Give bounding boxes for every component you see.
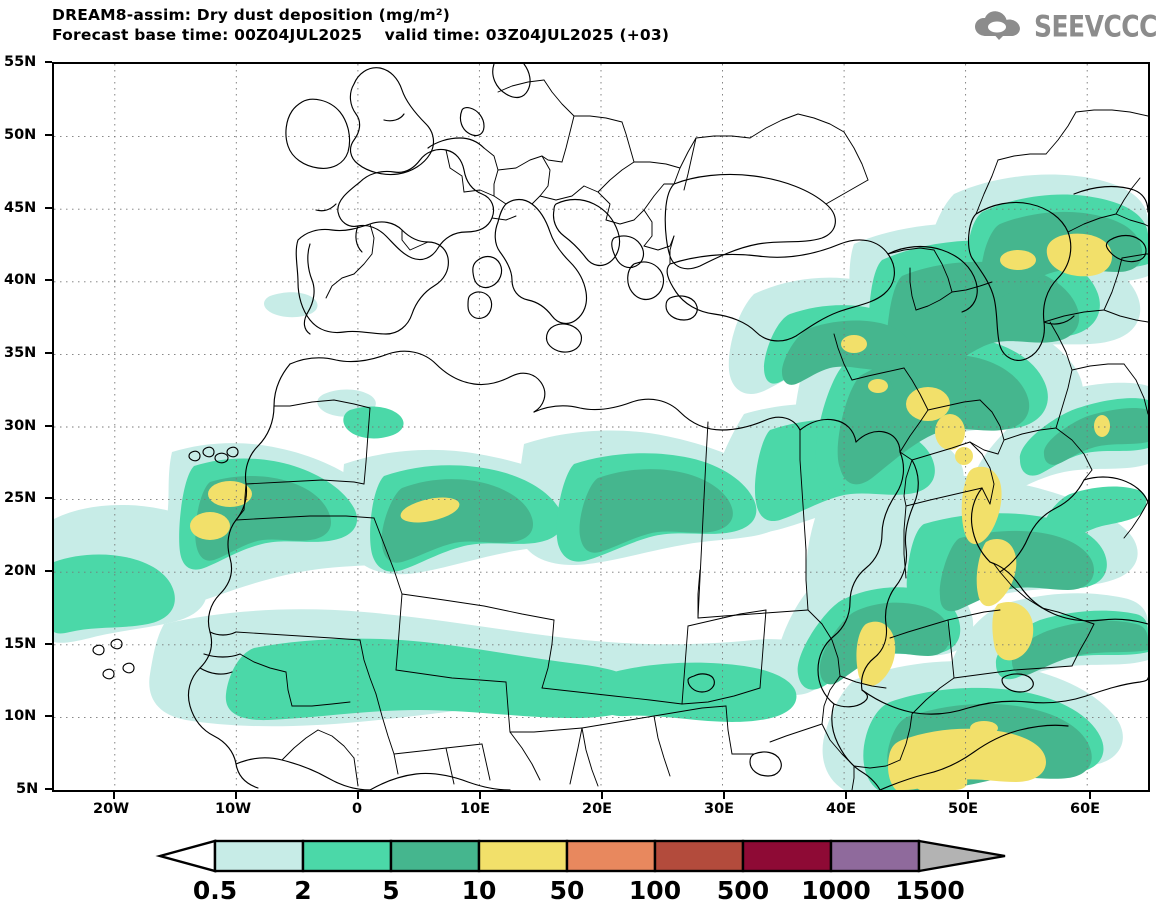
colorbar-tick-2: 2 bbox=[294, 876, 312, 905]
lon-label-20W: 20W bbox=[93, 801, 130, 817]
colorbar-band-5-10 bbox=[389, 839, 481, 873]
lat-label-45N: 45N bbox=[4, 200, 37, 216]
lat-tick-55N bbox=[45, 61, 52, 63]
colorbar-tick-10: 10 bbox=[461, 876, 497, 905]
colorbar-tick-1500: 1500 bbox=[895, 876, 965, 905]
chart-header: DREAM8-assim: Dry dust deposition (mg/m²… bbox=[0, 0, 1165, 58]
lon-label-10W: 10W bbox=[215, 801, 252, 817]
lon-tick-10E bbox=[479, 792, 481, 799]
colorbar-band-500-1000 bbox=[741, 839, 833, 873]
lat-label-15N: 15N bbox=[4, 636, 37, 652]
lon-tick-40E bbox=[845, 792, 847, 799]
map-coastlines bbox=[92, 64, 1148, 790]
contour-band-10-50 bbox=[190, 233, 1112, 790]
dust-deposition-map bbox=[52, 62, 1150, 792]
colorbar-band-0.5-2 bbox=[213, 839, 305, 873]
lat-tick-50N bbox=[45, 134, 52, 136]
colorbar-tick-0.5: 0.5 bbox=[192, 876, 238, 905]
colorbar-band-50-100 bbox=[565, 839, 657, 873]
map-country-borders bbox=[235, 79, 1148, 790]
colorbar-band-2-5 bbox=[301, 839, 393, 873]
lat-label-55N: 55N bbox=[4, 54, 37, 70]
colorbar: 0.5 2 5 10 50 100 500 1000 1500 bbox=[0, 838, 1165, 907]
lon-label-60E: 60E bbox=[1070, 801, 1101, 817]
lat-tick-10N bbox=[45, 715, 52, 717]
colorbar-swatches bbox=[155, 839, 1006, 873]
seevccc-logo: SEEVCCC bbox=[974, 6, 1158, 46]
lat-label-25N: 25N bbox=[4, 490, 37, 506]
lat-tick-40N bbox=[45, 279, 52, 281]
lon-label-10E: 10E bbox=[460, 801, 491, 817]
lon-label-40E: 40E bbox=[826, 801, 857, 817]
colorbar-band-100-500 bbox=[653, 839, 745, 873]
cloud-icon bbox=[974, 11, 1020, 40]
lat-label-30N: 30N bbox=[4, 418, 37, 434]
map-canvas bbox=[54, 64, 1148, 790]
colorbar-tick-50: 50 bbox=[549, 876, 585, 905]
colorbar-tick-5: 5 bbox=[382, 876, 400, 905]
forecast-time-subtitle: Forecast base time: 00Z04JUL2025 valid t… bbox=[52, 26, 670, 44]
lon-tick-50E bbox=[967, 792, 969, 799]
lat-tick-30N bbox=[45, 425, 52, 427]
lat-tick-20N bbox=[45, 570, 52, 572]
lon-label-0: 0 bbox=[352, 801, 363, 817]
lon-tick-60E bbox=[1089, 792, 1091, 799]
lon-tick-20E bbox=[601, 792, 603, 799]
lon-tick-10W bbox=[235, 792, 237, 799]
colorbar-band-1000-1500 bbox=[829, 839, 921, 873]
lat-label-35N: 35N bbox=[4, 345, 37, 361]
lon-label-20E: 20E bbox=[582, 801, 613, 817]
lat-label-5N: 5N bbox=[16, 781, 39, 797]
lon-tick-30E bbox=[723, 792, 725, 799]
lat-tick-35N bbox=[45, 352, 52, 354]
lon-tick-20W bbox=[113, 792, 115, 799]
lat-tick-45N bbox=[45, 207, 52, 209]
lon-label-30E: 30E bbox=[704, 801, 735, 817]
colorbar-tick-1000: 1000 bbox=[801, 876, 871, 905]
lat-label-40N: 40N bbox=[4, 272, 37, 288]
colorbar-over-arrow bbox=[917, 839, 1006, 873]
colorbar-under-arrow bbox=[155, 839, 217, 873]
page-title: DREAM8-assim: Dry dust deposition (mg/m²… bbox=[52, 6, 451, 24]
lat-tick-25N bbox=[45, 497, 52, 499]
logo-text: SEEVCCC bbox=[1033, 8, 1158, 44]
colorbar-tick-500: 500 bbox=[716, 876, 770, 905]
map-gridlines bbox=[54, 64, 1148, 790]
lat-label-10N: 10N bbox=[4, 708, 37, 724]
lat-tick-15N bbox=[45, 643, 52, 645]
lat-tick-5N bbox=[45, 788, 52, 790]
colorbar-band-10-50 bbox=[477, 839, 569, 873]
colorbar-tick-100: 100 bbox=[628, 876, 682, 905]
lat-label-50N: 50N bbox=[4, 127, 37, 143]
lon-tick-0 bbox=[357, 792, 359, 799]
lon-label-50E: 50E bbox=[948, 801, 979, 817]
lat-label-20N: 20N bbox=[4, 563, 37, 579]
